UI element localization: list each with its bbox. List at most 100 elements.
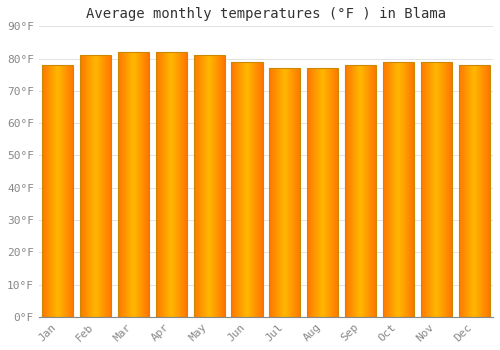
- Bar: [171, 52, 172, 317]
- Bar: [312, 68, 313, 317]
- Bar: [194, 55, 195, 317]
- Bar: [319, 68, 320, 317]
- Bar: [238, 62, 239, 317]
- Bar: [176, 52, 177, 317]
- Bar: [404, 62, 405, 317]
- Bar: [135, 52, 136, 317]
- Bar: [403, 62, 404, 317]
- Bar: [426, 62, 427, 317]
- Bar: [208, 55, 209, 317]
- Bar: [80, 55, 81, 317]
- Bar: [421, 62, 452, 317]
- Bar: [98, 55, 99, 317]
- Bar: [384, 62, 385, 317]
- Bar: [422, 62, 423, 317]
- Bar: [298, 68, 299, 317]
- Bar: [201, 55, 202, 317]
- Bar: [165, 52, 166, 317]
- Bar: [440, 62, 441, 317]
- Bar: [390, 62, 391, 317]
- Bar: [318, 68, 319, 317]
- Bar: [424, 62, 425, 317]
- Bar: [369, 65, 370, 317]
- Bar: [442, 62, 443, 317]
- Bar: [258, 62, 259, 317]
- Bar: [328, 68, 329, 317]
- Bar: [444, 62, 445, 317]
- Bar: [393, 62, 394, 317]
- Bar: [481, 65, 482, 317]
- Bar: [253, 62, 254, 317]
- Bar: [82, 55, 83, 317]
- Bar: [261, 62, 262, 317]
- Bar: [177, 52, 178, 317]
- Bar: [133, 52, 134, 317]
- Bar: [355, 65, 356, 317]
- Bar: [446, 62, 447, 317]
- Bar: [383, 62, 414, 317]
- Bar: [246, 62, 247, 317]
- Bar: [447, 62, 448, 317]
- Bar: [407, 62, 408, 317]
- Bar: [465, 65, 466, 317]
- Bar: [489, 65, 490, 317]
- Bar: [127, 52, 128, 317]
- Bar: [362, 65, 363, 317]
- Bar: [429, 62, 430, 317]
- Bar: [259, 62, 260, 317]
- Bar: [249, 62, 250, 317]
- Bar: [160, 52, 161, 317]
- Bar: [473, 65, 474, 317]
- Title: Average monthly temperatures (°F ) in Blama: Average monthly temperatures (°F ) in Bl…: [86, 7, 446, 21]
- Bar: [360, 65, 361, 317]
- Bar: [156, 52, 187, 317]
- Bar: [398, 62, 399, 317]
- Bar: [464, 65, 465, 317]
- Bar: [395, 62, 396, 317]
- Bar: [367, 65, 368, 317]
- Bar: [485, 65, 486, 317]
- Bar: [159, 52, 160, 317]
- Bar: [270, 68, 300, 317]
- Bar: [180, 52, 181, 317]
- Bar: [435, 62, 436, 317]
- Bar: [179, 52, 180, 317]
- Bar: [156, 52, 157, 317]
- Bar: [335, 68, 336, 317]
- Bar: [386, 62, 387, 317]
- Bar: [308, 68, 310, 317]
- Bar: [436, 62, 437, 317]
- Bar: [91, 55, 92, 317]
- Bar: [118, 52, 119, 317]
- Bar: [449, 62, 450, 317]
- Bar: [460, 65, 461, 317]
- Bar: [363, 65, 364, 317]
- Bar: [136, 52, 137, 317]
- Bar: [274, 68, 275, 317]
- Bar: [247, 62, 248, 317]
- Bar: [294, 68, 295, 317]
- Bar: [370, 65, 371, 317]
- Bar: [434, 62, 435, 317]
- Bar: [121, 52, 122, 317]
- Bar: [63, 65, 64, 317]
- Bar: [85, 55, 86, 317]
- Bar: [88, 55, 89, 317]
- Bar: [141, 52, 142, 317]
- Bar: [241, 62, 242, 317]
- Bar: [137, 52, 138, 317]
- Bar: [146, 52, 147, 317]
- Bar: [307, 68, 338, 317]
- Bar: [443, 62, 444, 317]
- Bar: [80, 55, 111, 317]
- Bar: [221, 55, 222, 317]
- Bar: [51, 65, 52, 317]
- Bar: [387, 62, 388, 317]
- Bar: [402, 62, 403, 317]
- Bar: [170, 52, 171, 317]
- Bar: [123, 52, 124, 317]
- Bar: [317, 68, 318, 317]
- Bar: [461, 65, 462, 317]
- Bar: [157, 52, 158, 317]
- Bar: [205, 55, 206, 317]
